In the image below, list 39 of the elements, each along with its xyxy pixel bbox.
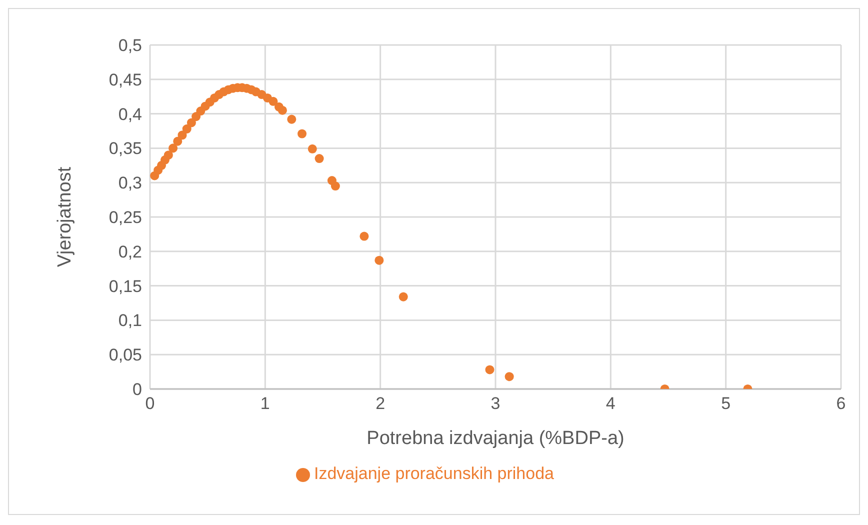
point [398, 292, 408, 302]
point [374, 256, 384, 265]
y-tick-label: 0,35 [108, 139, 142, 158]
y-tick-label: 0,15 [108, 276, 142, 296]
point [178, 130, 187, 140]
x-tick-label: 2 [376, 394, 386, 414]
point [504, 372, 514, 382]
x-tick-label: 5 [721, 394, 731, 414]
point [360, 232, 369, 241]
point [485, 365, 494, 374]
y-tick-label: 0,1 [118, 311, 142, 330]
y-tick-label: 0,5 [118, 36, 142, 56]
point [164, 150, 173, 160]
point [287, 114, 296, 124]
y-tick-label: 0,2 [118, 242, 142, 262]
x-tick-label: 4 [606, 394, 616, 414]
y-axis-title: Vjerojatnost [54, 166, 76, 268]
x-tick-label: 1 [260, 394, 270, 414]
y-tick-label: 0,4 [118, 104, 142, 124]
x-tick-label: 0 [145, 394, 155, 414]
y-tick-label: 0 [132, 380, 142, 400]
point [308, 144, 317, 154]
point [314, 154, 324, 164]
y-tick-label: 0,25 [108, 208, 142, 228]
x-tick-label: 6 [836, 394, 846, 414]
y-tick-label: 0,05 [108, 346, 142, 365]
point [278, 106, 287, 115]
point [268, 96, 278, 106]
point [168, 144, 178, 153]
y-tick-label: 0,45 [108, 70, 142, 90]
point [330, 182, 340, 191]
y-tick-label: 0,3 [118, 174, 142, 193]
x-axis-title: Potrebna izdvajanja (%BDP-a) [366, 428, 624, 449]
point [186, 118, 196, 128]
point [298, 129, 307, 138]
point [182, 124, 192, 134]
legend-label: Izdvajanje proračunskih prihoda [314, 464, 554, 483]
x-tick-label: 3 [490, 394, 500, 414]
point [173, 136, 182, 146]
